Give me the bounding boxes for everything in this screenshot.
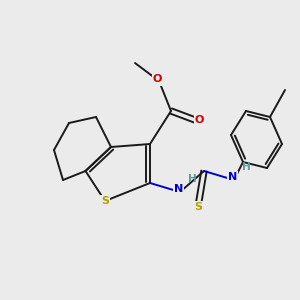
Text: H: H bbox=[242, 162, 251, 172]
Text: S: S bbox=[194, 202, 202, 212]
Text: N: N bbox=[174, 184, 183, 194]
Text: O: O bbox=[195, 115, 204, 125]
Text: S: S bbox=[101, 196, 109, 206]
Text: H: H bbox=[188, 174, 197, 184]
Text: N: N bbox=[228, 172, 237, 182]
Text: O: O bbox=[153, 74, 162, 85]
